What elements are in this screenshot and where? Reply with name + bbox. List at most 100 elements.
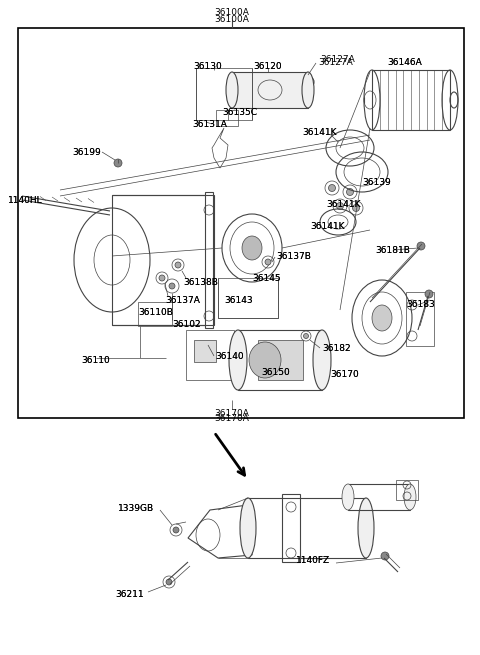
Text: 36182: 36182 bbox=[322, 344, 350, 353]
Text: 1140HL: 1140HL bbox=[8, 196, 43, 205]
Circle shape bbox=[114, 159, 122, 167]
Text: 36150: 36150 bbox=[262, 368, 290, 377]
Circle shape bbox=[159, 275, 165, 281]
Text: 36130: 36130 bbox=[193, 62, 222, 71]
Circle shape bbox=[336, 202, 344, 210]
Text: 36131A: 36131A bbox=[192, 120, 227, 129]
Text: 36146A: 36146A bbox=[388, 58, 422, 67]
Text: 36120: 36120 bbox=[254, 62, 282, 71]
Text: 36145: 36145 bbox=[252, 274, 281, 283]
Circle shape bbox=[166, 579, 172, 585]
Text: 36139: 36139 bbox=[362, 178, 391, 187]
Circle shape bbox=[175, 262, 181, 268]
Text: 36137B: 36137B bbox=[276, 252, 311, 261]
Text: 36100A: 36100A bbox=[215, 8, 250, 17]
Bar bbox=[282, 494, 300, 562]
Text: 36199: 36199 bbox=[72, 148, 101, 157]
Text: 36110: 36110 bbox=[82, 356, 110, 365]
Text: 36137A: 36137A bbox=[165, 296, 200, 305]
Text: 36127A: 36127A bbox=[320, 55, 355, 64]
Text: 36143: 36143 bbox=[224, 296, 252, 305]
Ellipse shape bbox=[226, 72, 238, 108]
Text: 36141K: 36141K bbox=[302, 128, 336, 137]
Bar bbox=[396, 480, 418, 500]
Text: 36145: 36145 bbox=[252, 274, 281, 283]
Text: 36150: 36150 bbox=[262, 368, 290, 377]
Text: 36170: 36170 bbox=[330, 370, 359, 379]
Text: 36100A: 36100A bbox=[215, 15, 250, 24]
Bar bbox=[205, 192, 213, 328]
Text: 36120: 36120 bbox=[254, 62, 282, 71]
Bar bbox=[218, 278, 278, 318]
Bar bbox=[406, 292, 434, 346]
Text: 36146A: 36146A bbox=[388, 58, 422, 67]
Circle shape bbox=[381, 552, 389, 560]
Text: 36135C: 36135C bbox=[222, 108, 257, 117]
Bar bbox=[194, 340, 216, 362]
Text: 36102: 36102 bbox=[172, 320, 201, 329]
Ellipse shape bbox=[342, 484, 354, 510]
Text: 36130: 36130 bbox=[193, 62, 222, 71]
Text: 36170A: 36170A bbox=[215, 409, 250, 418]
Text: 1140FZ: 1140FZ bbox=[296, 556, 330, 565]
Text: 36141K: 36141K bbox=[326, 200, 360, 209]
Text: 36170A: 36170A bbox=[215, 414, 250, 423]
Ellipse shape bbox=[313, 330, 331, 390]
Text: 36141K: 36141K bbox=[326, 200, 360, 209]
Text: 36139: 36139 bbox=[362, 178, 391, 187]
Bar bbox=[372, 70, 450, 130]
Circle shape bbox=[417, 242, 425, 250]
Ellipse shape bbox=[358, 498, 374, 558]
Bar bbox=[248, 498, 366, 558]
Text: 36141K: 36141K bbox=[310, 222, 345, 231]
Text: 36183: 36183 bbox=[406, 300, 435, 309]
Circle shape bbox=[347, 189, 353, 195]
Text: 36211: 36211 bbox=[116, 590, 144, 599]
Text: 36140: 36140 bbox=[215, 352, 244, 361]
Bar bbox=[138, 302, 172, 326]
Text: 36127A: 36127A bbox=[318, 58, 353, 67]
Circle shape bbox=[425, 290, 433, 298]
Bar bbox=[348, 484, 410, 510]
Ellipse shape bbox=[240, 498, 256, 558]
Text: 1339GB: 1339GB bbox=[118, 504, 154, 513]
Text: 36182: 36182 bbox=[322, 344, 350, 353]
Bar bbox=[112, 195, 214, 325]
Bar bbox=[238, 330, 322, 390]
Text: 1140HL: 1140HL bbox=[8, 196, 43, 205]
Text: 36110B: 36110B bbox=[138, 308, 173, 317]
Circle shape bbox=[302, 79, 308, 84]
Ellipse shape bbox=[404, 484, 416, 510]
Ellipse shape bbox=[229, 330, 247, 390]
Text: 1140FZ: 1140FZ bbox=[296, 556, 330, 565]
Circle shape bbox=[352, 204, 360, 212]
Text: 36140: 36140 bbox=[215, 352, 244, 361]
Text: 36110B: 36110B bbox=[138, 308, 173, 317]
Circle shape bbox=[328, 185, 336, 191]
Circle shape bbox=[173, 527, 179, 533]
Ellipse shape bbox=[372, 305, 392, 331]
Bar bbox=[216, 110, 238, 126]
Text: 36138B: 36138B bbox=[183, 278, 218, 287]
Bar bbox=[196, 68, 252, 120]
Text: 36135C: 36135C bbox=[222, 108, 257, 117]
Ellipse shape bbox=[242, 236, 262, 260]
Text: 1339GB: 1339GB bbox=[118, 504, 154, 513]
Text: 36141K: 36141K bbox=[302, 128, 336, 137]
Text: 36102: 36102 bbox=[172, 320, 201, 329]
Text: 36137B: 36137B bbox=[276, 252, 311, 261]
Bar bbox=[258, 340, 303, 380]
Circle shape bbox=[303, 333, 309, 339]
Text: 36141K: 36141K bbox=[310, 222, 345, 231]
Text: 36211: 36211 bbox=[116, 590, 144, 599]
Text: 36199: 36199 bbox=[72, 148, 101, 157]
Text: 36131A: 36131A bbox=[192, 120, 227, 129]
Circle shape bbox=[265, 259, 271, 265]
Circle shape bbox=[169, 283, 175, 289]
Text: 36181B: 36181B bbox=[375, 246, 410, 255]
Text: 36137A: 36137A bbox=[165, 296, 200, 305]
Text: 36143: 36143 bbox=[224, 296, 252, 305]
Bar bbox=[232, 72, 308, 108]
Text: 36110: 36110 bbox=[82, 356, 110, 365]
Bar bbox=[186, 330, 234, 380]
